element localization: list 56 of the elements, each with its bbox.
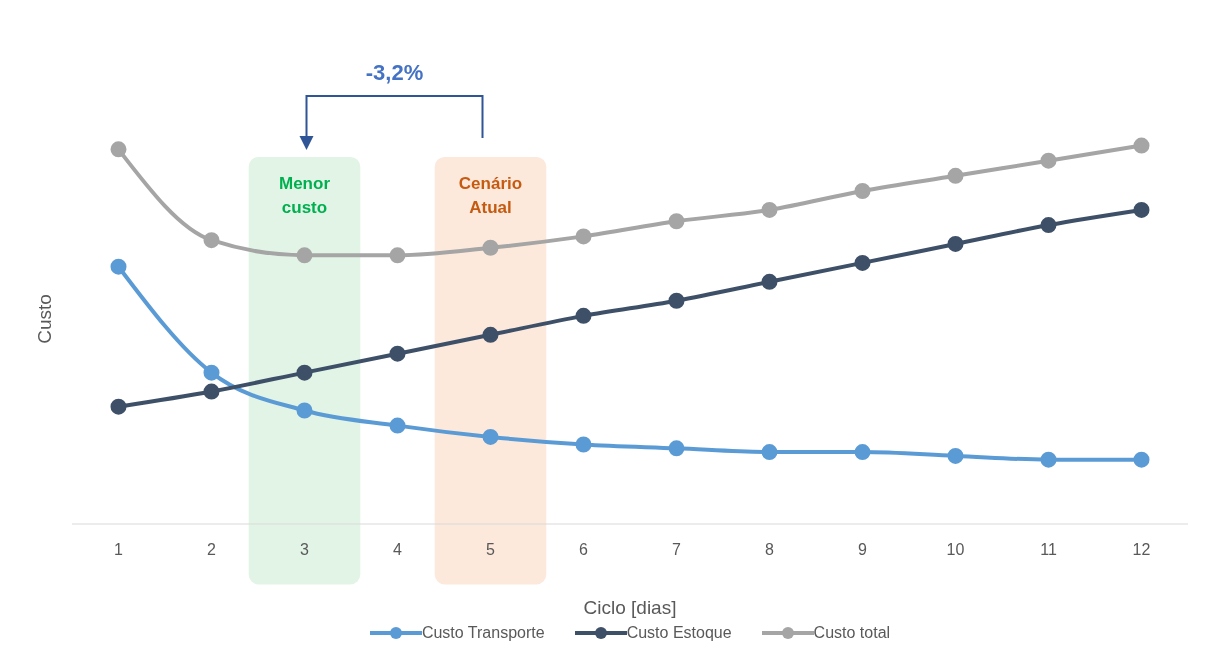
x-tick-label: 5 [486,541,496,559]
text: -3,2% [365,60,424,85]
point [947,235,964,252]
legend-label: Custo Estoque [626,624,732,642]
point [296,402,313,419]
point [854,444,871,461]
point [203,364,220,381]
point [761,201,778,218]
x-tick-label: 10 [946,541,965,559]
point [1133,451,1150,468]
point [203,232,220,249]
y-axis-title: Custo [33,294,56,344]
point [1133,201,1150,218]
point [668,440,685,457]
point [575,228,592,245]
point [668,213,685,230]
legend-label: Custo total [813,624,891,642]
x-tick-label: 3 [300,541,310,559]
point [482,239,499,256]
point [854,254,871,271]
point [389,417,406,434]
point [761,273,778,290]
point [110,258,127,275]
point [947,447,964,464]
point [947,167,964,184]
point [296,247,313,264]
point [1040,451,1057,468]
point [110,398,127,415]
x-tick-label: 4 [393,541,403,559]
x-tick-label: 12 [1132,541,1151,559]
point [1133,137,1150,154]
band-label: Menor custo [279,173,331,217]
x-tick-label: 1 [114,541,124,559]
x-tick-label: 7 [672,541,682,559]
legend-label: Custo Transporte [421,624,545,642]
point [203,383,220,400]
point [296,364,313,381]
point [389,345,406,362]
band-label: Cenário Atual [458,173,523,217]
x-tick-label: 8 [765,541,775,559]
x-tick-label: 11 [1040,541,1057,559]
point [575,436,592,453]
point [110,141,127,158]
x-tick-label: 6 [579,541,589,559]
point [1040,217,1057,234]
point [668,292,685,309]
point [854,182,871,199]
point [1040,152,1057,169]
x-tick-label: 2 [207,541,217,559]
point [482,326,499,343]
point [482,428,499,445]
point [575,307,592,324]
point [389,247,406,264]
point [761,444,778,461]
x-tick-label: 9 [858,541,868,559]
x-axis-title: Ciclo [dias] [583,597,677,618]
